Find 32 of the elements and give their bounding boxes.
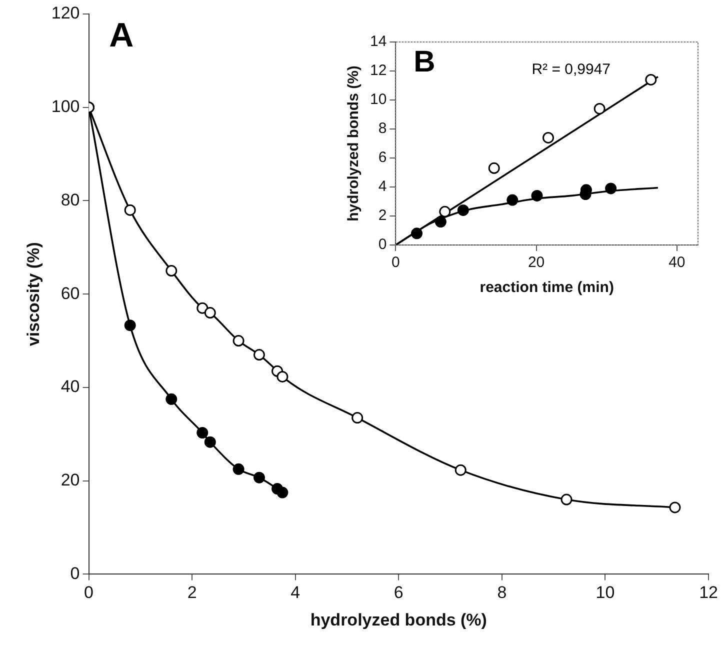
x-tick-label: 10 <box>596 583 615 602</box>
y-axis-title: viscosity (%) <box>24 242 43 346</box>
y-tick-label: 100 <box>51 97 80 116</box>
y-tick-label: 10 <box>370 91 387 108</box>
y-tick-label: 60 <box>60 284 80 303</box>
x-tick-label: 0 <box>84 583 94 602</box>
y-tick-label: 40 <box>60 377 80 396</box>
y-tick-label: 8 <box>378 120 387 138</box>
x-axis-title: hydrolyzed bonds (%) <box>310 610 487 630</box>
y-tick-label: 2 <box>378 207 387 224</box>
y-tick-label: 4 <box>378 178 387 196</box>
y-axis-title: hydrolyzed bonds (%) <box>345 66 362 222</box>
y-tick-label: 0 <box>70 564 80 583</box>
chart-title: A <box>109 16 134 54</box>
chart-title: B <box>414 45 436 78</box>
y-tick-label: 12 <box>370 62 387 80</box>
y-tick-label: 120 <box>51 4 80 23</box>
x-tick-label: 12 <box>699 583 718 602</box>
x-tick-label: 4 <box>290 583 300 602</box>
x-tick-label: 2 <box>187 583 197 602</box>
y-tick-label: 6 <box>378 149 387 166</box>
annotation: R² = 0,9947 <box>532 61 611 78</box>
y-tick-label: 80 <box>60 190 80 210</box>
x-tick-label: 8 <box>497 583 507 602</box>
y-tick-label: 0 <box>378 236 387 254</box>
x-tick-label: 0 <box>392 254 400 272</box>
x-axis-title: reaction time (min) <box>480 279 614 296</box>
y-tick-label: 14 <box>370 33 387 50</box>
x-tick-label: 20 <box>528 254 545 272</box>
y-tick-label: 20 <box>60 470 80 490</box>
x-tick-label: 40 <box>668 254 686 272</box>
x-tick-label: 6 <box>394 583 404 602</box>
